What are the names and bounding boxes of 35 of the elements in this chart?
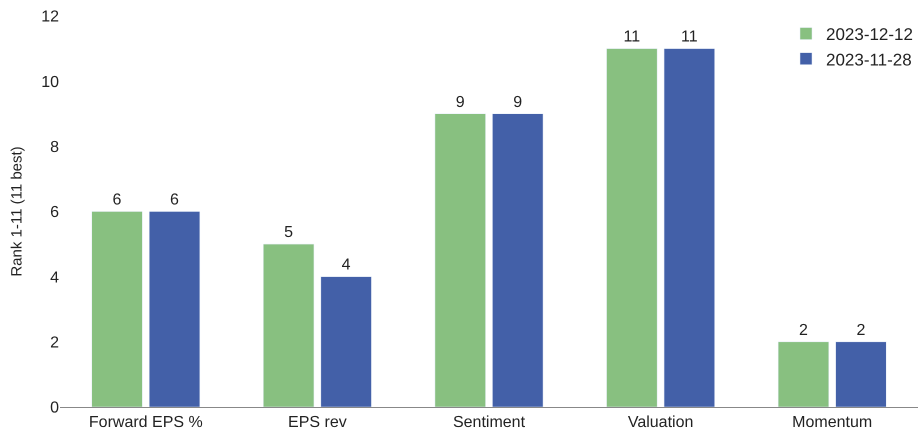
- bar: [778, 342, 829, 407]
- y-tick-label: 10: [41, 74, 60, 91]
- bar: [835, 342, 886, 407]
- data-label: 4: [342, 256, 351, 274]
- bar: [320, 276, 372, 407]
- bar: [92, 211, 143, 407]
- y-tick-label: 12: [41, 8, 60, 26]
- x-tick-label: Momentum: [792, 414, 872, 432]
- x-tick-label: Sentiment: [452, 414, 526, 432]
- data-label: 2: [856, 322, 866, 339]
- y-tick-label: 8: [50, 138, 60, 156]
- y-tick-label: 6: [50, 204, 60, 222]
- data-label: 9: [456, 94, 465, 111]
- data-label: 11: [680, 28, 698, 46]
- x-tick-label: Forward EPS %: [88, 414, 203, 432]
- data-label: 6: [112, 192, 122, 208]
- legend-label: 2023-11-28: [826, 50, 912, 70]
- y-tick-label: 4: [50, 269, 60, 286]
- data-label: 5: [284, 224, 294, 242]
- x-tick-label: EPS rev: [288, 414, 347, 432]
- y-tick-label: 2: [50, 334, 60, 352]
- legend-label: 2023-12-12: [826, 25, 913, 44]
- data-label: 2: [798, 322, 808, 339]
- y-axis-title: Rank 1-11 (11 best): [8, 146, 26, 277]
- data-label: 9: [513, 94, 522, 111]
- bar: [149, 211, 200, 407]
- bar: [664, 48, 715, 407]
- bar: [606, 48, 658, 407]
- data-label: 11: [624, 28, 640, 46]
- y-tick-label: 0: [50, 400, 60, 417]
- bar: [263, 244, 314, 407]
- x-tick-label: Valuation: [628, 414, 694, 432]
- data-label: 6: [170, 192, 180, 208]
- bar: [434, 114, 486, 407]
- bar: [492, 114, 544, 407]
